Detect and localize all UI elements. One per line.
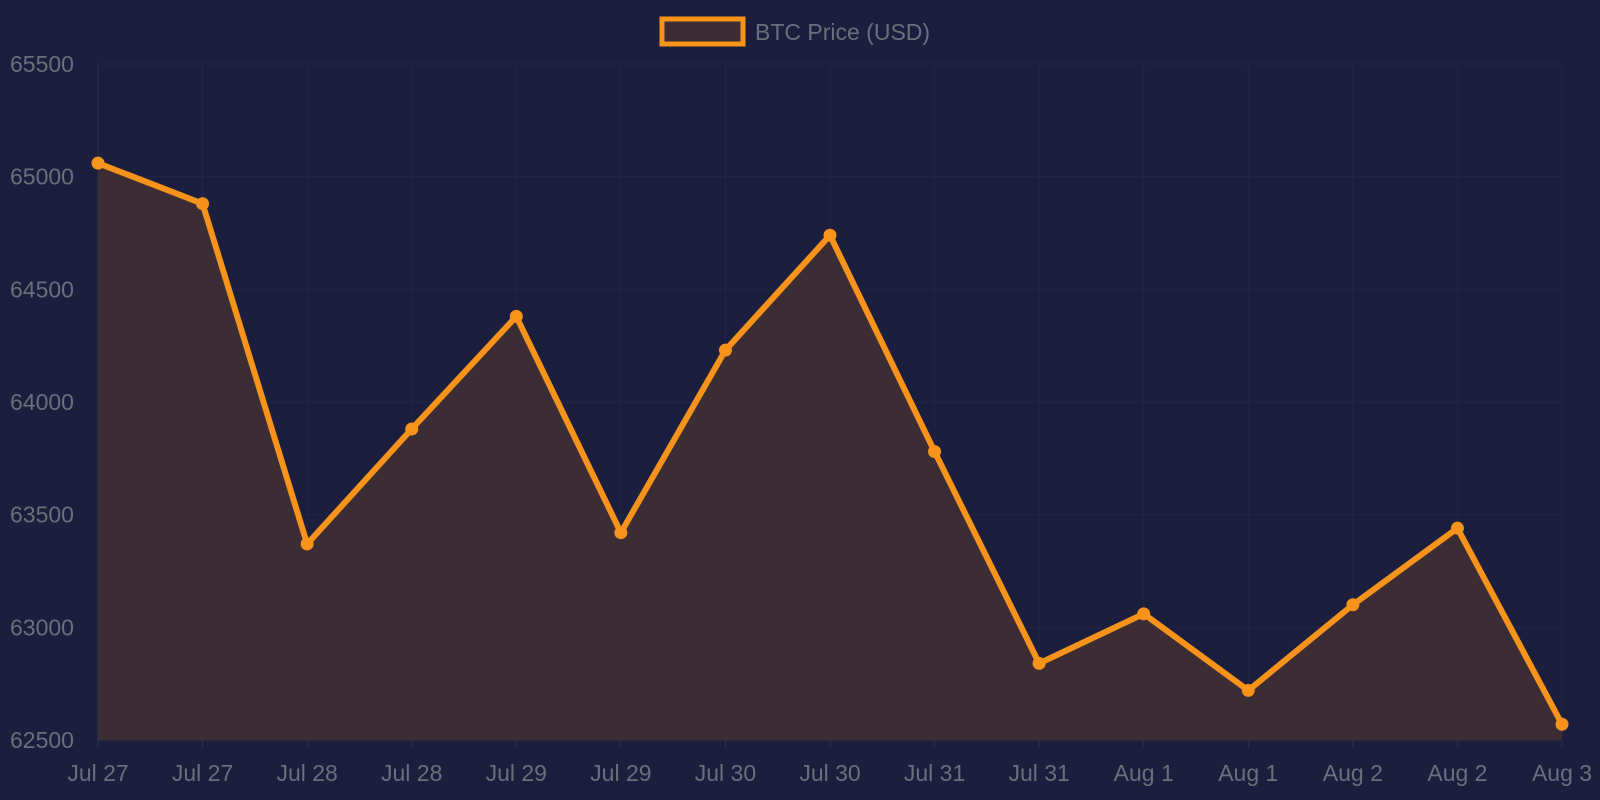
y-tick-label: 65500 xyxy=(10,51,74,77)
x-tick-label: Jul 28 xyxy=(381,760,442,786)
data-point[interactable] xyxy=(823,228,837,242)
y-tick-label: 65000 xyxy=(10,164,74,190)
y-tick-label: 63500 xyxy=(10,502,74,528)
data-point[interactable] xyxy=(1032,656,1046,670)
y-tick-label: 64500 xyxy=(10,276,74,302)
data-point[interactable] xyxy=(196,197,210,211)
x-tick-label: Jul 27 xyxy=(172,760,233,786)
x-tick-label: Jul 29 xyxy=(590,760,651,786)
point-layer xyxy=(91,156,1569,731)
data-point[interactable] xyxy=(1346,598,1360,612)
y-tick-label: 64000 xyxy=(10,389,74,415)
data-point[interactable] xyxy=(1137,607,1151,621)
x-axis-ticks: Jul 27 Jul 27 Jul 28 Jul 28 Jul 29 Jul 29 Jul … xyxy=(67,760,1592,786)
x-tick-label: Aug 2 xyxy=(1427,760,1487,786)
legend[interactable]: BTC Price (USD) xyxy=(659,16,930,47)
area-layer xyxy=(98,163,1562,740)
y-axis-ticks: 62500 63000 63500 64000 64500 65000 65500 xyxy=(10,51,74,753)
data-point[interactable] xyxy=(614,526,628,540)
x-tick-label: Aug 1 xyxy=(1218,760,1278,786)
x-tick-label: Aug 2 xyxy=(1323,760,1383,786)
x-tick-label: Jul 29 xyxy=(486,760,547,786)
data-point[interactable] xyxy=(509,309,523,323)
legend-label[interactable]: BTC Price (USD) xyxy=(755,19,930,45)
legend-swatch[interactable] xyxy=(659,16,746,47)
data-point[interactable] xyxy=(405,422,419,436)
y-tick-label: 62500 xyxy=(10,727,74,753)
y-tick-label: 63000 xyxy=(10,614,74,640)
data-point[interactable] xyxy=(928,445,942,459)
x-tick-label: Jul 30 xyxy=(695,760,756,786)
data-point[interactable] xyxy=(1555,717,1569,731)
x-tick-label: Jul 27 xyxy=(67,760,128,786)
x-tick-label: Aug 3 xyxy=(1532,760,1592,786)
x-tick-label: Jul 31 xyxy=(904,760,965,786)
x-tick-label: Aug 1 xyxy=(1114,760,1174,786)
data-point[interactable] xyxy=(718,343,732,357)
x-tick-label: Jul 31 xyxy=(1008,760,1069,786)
data-point[interactable] xyxy=(1241,683,1255,697)
x-tick-label: Jul 28 xyxy=(276,760,337,786)
data-point[interactable] xyxy=(1450,521,1464,535)
x-tick-label: Jul 30 xyxy=(799,760,860,786)
data-point[interactable] xyxy=(300,537,314,551)
series-area-fill xyxy=(98,163,1562,740)
data-point[interactable] xyxy=(91,156,105,170)
